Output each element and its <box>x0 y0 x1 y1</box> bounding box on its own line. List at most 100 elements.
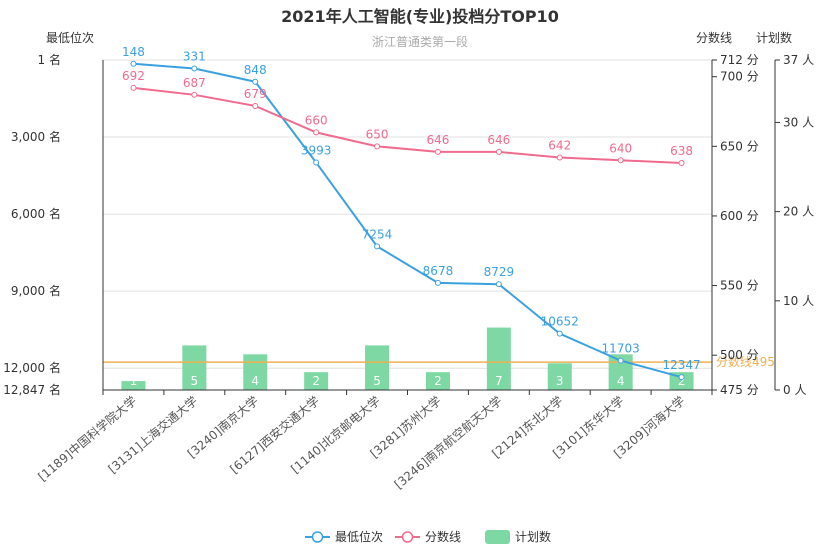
rank-point[interactable] <box>556 330 563 337</box>
rank-tick-label: 3,000 名 <box>11 129 61 144</box>
plan-bar-label: 1 <box>130 374 138 388</box>
score-point[interactable] <box>313 129 320 136</box>
chart-title: 2021年人工智能(专业)投档分TOP10 <box>281 7 559 26</box>
score-point-label: 650 <box>366 127 389 141</box>
plan-bar[interactable] <box>669 372 694 390</box>
chart-subtitle: 浙江普通类第一段 <box>372 34 468 49</box>
plan-bar[interactable] <box>365 345 390 390</box>
score-tick-label: 650 分 <box>720 139 759 153</box>
score-point[interactable] <box>434 148 441 155</box>
x-category-label: [1189]中国科学院大学 <box>35 393 140 484</box>
rank-axis-name: 最低位次 <box>46 30 94 45</box>
legend-marker <box>401 531 414 543</box>
rank-point-label: 848 <box>244 63 267 77</box>
legend-label: 计划数 <box>515 529 551 544</box>
rank-point-label: 3993 <box>301 144 332 158</box>
rank-point[interactable] <box>495 281 502 288</box>
rank-point[interactable] <box>313 159 320 166</box>
plan-bar-label: 7 <box>495 374 503 388</box>
score-tick-label: 475 分 <box>720 383 759 397</box>
plan-axis-name: 计划数 <box>756 30 792 45</box>
plan-bar[interactable] <box>243 354 268 390</box>
rank-tick-label: 12,000 名 <box>3 360 61 375</box>
line-series: 148 331 848 3993 7254 8678 8729 10652 11703 12347… <box>122 45 701 381</box>
rank-tick-label: 6,000 名 <box>11 206 61 221</box>
legend[interactable]: 最低位次 分数线 计划数 <box>305 529 551 544</box>
rank-tick-label: 12,847 名 <box>3 382 61 397</box>
score-point[interactable] <box>130 84 137 91</box>
score-point-label: 638 <box>670 144 693 158</box>
rank-point-label: 148 <box>122 45 145 59</box>
plan-bar[interactable] <box>547 363 572 390</box>
plan-bar-label: 4 <box>617 374 625 388</box>
score-point-label: 687 <box>183 76 206 90</box>
score-markline: 分数线495 <box>103 354 775 369</box>
plan-bar[interactable] <box>486 327 511 390</box>
legend-item[interactable]: 计划数 <box>485 529 551 544</box>
plan-tick-label: 0 人 <box>783 383 806 397</box>
axes: 1 名 3,000 名 6,000 名 9,000 名 12,000 名 12,847 名… <box>3 52 814 492</box>
rank-point-label: 8729 <box>484 265 515 279</box>
rank-point[interactable] <box>678 374 685 381</box>
score-tick-label: 550 分 <box>720 279 759 293</box>
legend-item[interactable]: 最低位次 <box>305 529 383 544</box>
plan-bar-label: 2 <box>312 374 320 388</box>
plan-bar-label: 2 <box>434 374 442 388</box>
rank-point[interactable] <box>191 65 198 72</box>
legend-label: 分数线 <box>425 529 461 544</box>
rank-tick-label: 1 名 <box>38 52 61 67</box>
score-point[interactable] <box>556 154 563 161</box>
rank-point-label: 7254 <box>362 227 393 241</box>
rank-point-label: 10652 <box>541 315 579 329</box>
plan-tick-label: 10 人 <box>783 294 814 308</box>
rank-point[interactable] <box>374 243 381 250</box>
x-category-label: [3246]南京航空航天大学 <box>391 393 505 492</box>
plan-bars: 1 5 4 2 5 2 7 3 4 2 <box>121 327 694 390</box>
rank-point[interactable] <box>434 279 441 286</box>
grid-lines <box>103 59 712 391</box>
score-point[interactable] <box>495 148 502 155</box>
score-point[interactable] <box>617 157 624 164</box>
plan-tick-label: 37 人 <box>783 53 814 67</box>
rank-point[interactable] <box>130 60 137 67</box>
plan-bar-label: 4 <box>251 374 259 388</box>
plan-bar[interactable] <box>121 381 146 390</box>
rank-point[interactable] <box>252 78 259 85</box>
legend-marker <box>311 531 324 543</box>
legend-label: 最低位次 <box>335 529 383 544</box>
plan-bar[interactable] <box>425 372 450 390</box>
score-point[interactable] <box>191 91 198 98</box>
rank-point-label: 8678 <box>423 264 454 278</box>
legend-bar-swatch <box>485 530 510 544</box>
plan-tick-label: 20 人 <box>783 205 814 219</box>
score-point[interactable] <box>374 143 381 150</box>
rank-tick-label: 9,000 名 <box>11 283 61 298</box>
markline-label: 分数线495 <box>716 354 775 369</box>
plan-bar-label: 5 <box>191 374 199 388</box>
score-tick-label: 700 分 <box>720 70 759 84</box>
score-point-label: 646 <box>426 133 449 147</box>
rank-point[interactable] <box>617 357 624 364</box>
score-point[interactable] <box>252 102 259 109</box>
rank-line <box>133 62 682 379</box>
score-point-label: 660 <box>305 113 328 127</box>
plan-bar-label: 3 <box>556 374 564 388</box>
score-line <box>133 86 682 165</box>
score-point-label: 642 <box>548 138 571 152</box>
plan-bar[interactable] <box>182 345 207 390</box>
score-point-label: 679 <box>244 87 267 101</box>
rank-point-label: 12347 <box>662 358 700 372</box>
plan-bar-label: 2 <box>678 374 686 388</box>
score-point[interactable] <box>678 160 685 167</box>
plan-tick-label: 30 人 <box>783 115 814 129</box>
score-tick-label: 600 分 <box>720 209 759 223</box>
score-tick-label: 712 分 <box>720 53 759 67</box>
rank-point-label: 331 <box>183 49 206 63</box>
plan-bar[interactable] <box>304 372 329 390</box>
score-point-label: 640 <box>609 141 632 155</box>
score-axis-name: 分数线 <box>696 30 732 45</box>
score-tick-label: 500 分 <box>720 348 759 362</box>
legend-item[interactable]: 分数线 <box>395 529 461 544</box>
